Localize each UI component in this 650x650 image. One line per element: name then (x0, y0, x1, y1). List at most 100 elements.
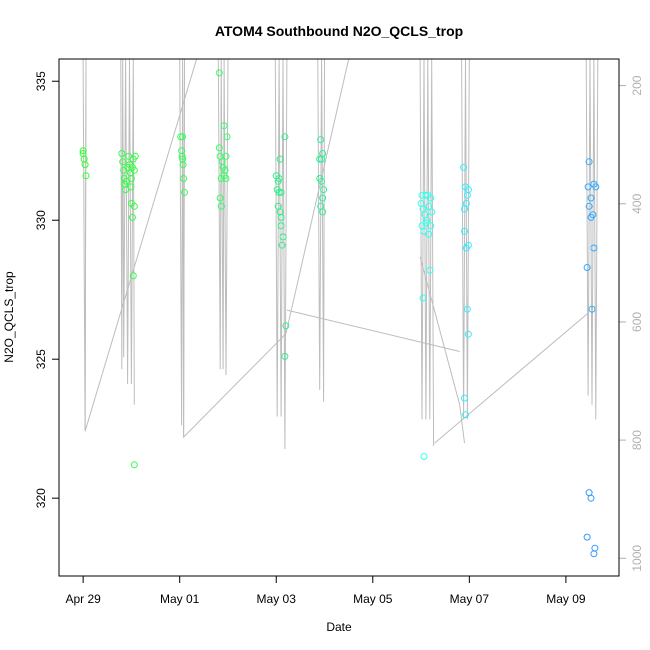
data-point (179, 133, 187, 141)
x-tick-label: May 05 (353, 592, 393, 606)
data-point (276, 155, 284, 163)
data-point (427, 222, 435, 230)
data-point (464, 330, 472, 338)
x-tick-label: May 07 (450, 592, 490, 606)
data-point (275, 188, 283, 196)
data-point (587, 494, 595, 502)
data-point (317, 136, 325, 144)
pressure-profile-line (419, 58, 435, 447)
data-point (181, 188, 188, 196)
data-points (79, 69, 600, 558)
data-point (419, 294, 427, 302)
y-axis-label: N2O_QCLS_trop (2, 271, 16, 363)
transit-line (183, 58, 287, 439)
data-point (316, 155, 324, 163)
data-point (461, 394, 468, 402)
data-point (277, 213, 285, 221)
data-point (587, 213, 595, 221)
pressure-profile-line (120, 58, 135, 405)
data-point (583, 533, 591, 541)
plot-border (58, 58, 620, 577)
data-point (583, 264, 591, 271)
data-point (130, 461, 138, 469)
data-point (319, 208, 327, 216)
data-point (128, 213, 136, 221)
data-point (216, 194, 224, 202)
data-point (178, 152, 186, 160)
x-tick-label: May 01 (160, 592, 200, 606)
data-point (590, 244, 598, 252)
x-axis-label: Date (326, 620, 352, 634)
data-point (590, 550, 598, 558)
x-tick-label: Apr 29 (65, 592, 101, 606)
data-point (278, 241, 286, 249)
data-point (129, 272, 137, 280)
transit-line (285, 58, 350, 334)
data-point (131, 152, 139, 160)
data-point (462, 244, 470, 252)
data-point (463, 305, 471, 313)
data-point (319, 194, 327, 202)
data-point (277, 188, 285, 196)
data-point (122, 186, 130, 194)
data-point (281, 133, 289, 141)
data-point (81, 161, 89, 169)
data-point (318, 155, 326, 163)
y-tick-label: 325 (34, 349, 48, 369)
data-point (585, 489, 593, 497)
data-point (222, 152, 230, 160)
data-point (119, 158, 127, 166)
y2-tick-label: 200 (630, 75, 644, 95)
data-point (461, 227, 468, 235)
data-point (274, 177, 282, 185)
data-point (130, 202, 138, 210)
data-point (428, 208, 436, 216)
transit-line (84, 58, 198, 432)
data-point (223, 133, 231, 141)
data-point (215, 144, 223, 152)
data-point (180, 175, 188, 182)
data-point (79, 147, 87, 155)
data-point (318, 177, 326, 185)
transit-line (286, 309, 460, 352)
data-point (179, 161, 187, 169)
data-point (275, 175, 283, 182)
data-point (591, 544, 599, 552)
data-point (177, 133, 185, 141)
pressure-profile-line (217, 58, 229, 376)
data-point (585, 202, 593, 210)
data-point (130, 166, 138, 174)
y-tick-label: 335 (34, 71, 48, 91)
data-point (320, 186, 328, 194)
y-tick-label: 320 (34, 488, 48, 508)
data-point (118, 150, 126, 157)
data-point (588, 305, 596, 313)
plot-area (82, 58, 599, 450)
pressure-profile-line (585, 58, 599, 420)
pressure-profile-line (317, 58, 325, 402)
data-point (217, 202, 225, 210)
transit-line (419, 256, 465, 444)
data-point (178, 147, 186, 155)
data-point (463, 191, 471, 199)
data-point (462, 411, 469, 419)
data-point (585, 158, 593, 166)
y2-tick-label: 600 (630, 312, 644, 332)
data-point (460, 163, 468, 171)
data-point (592, 183, 600, 191)
data-point (215, 69, 223, 77)
x-tick-label: May 03 (257, 592, 297, 606)
data-point (426, 266, 434, 274)
transit-line (434, 312, 589, 444)
data-point (425, 230, 433, 238)
data-point (282, 322, 290, 330)
x-tick-label: May 09 (546, 592, 586, 606)
data-point (587, 194, 595, 202)
data-point (222, 175, 230, 182)
data-point (422, 191, 430, 199)
data-point (127, 183, 135, 191)
data-point (420, 453, 428, 460)
data-point (281, 352, 289, 360)
chart-title: ATOM4 Southbound N2O_QCLS_trop (215, 23, 463, 39)
y2-tick-label: 800 (630, 430, 644, 450)
